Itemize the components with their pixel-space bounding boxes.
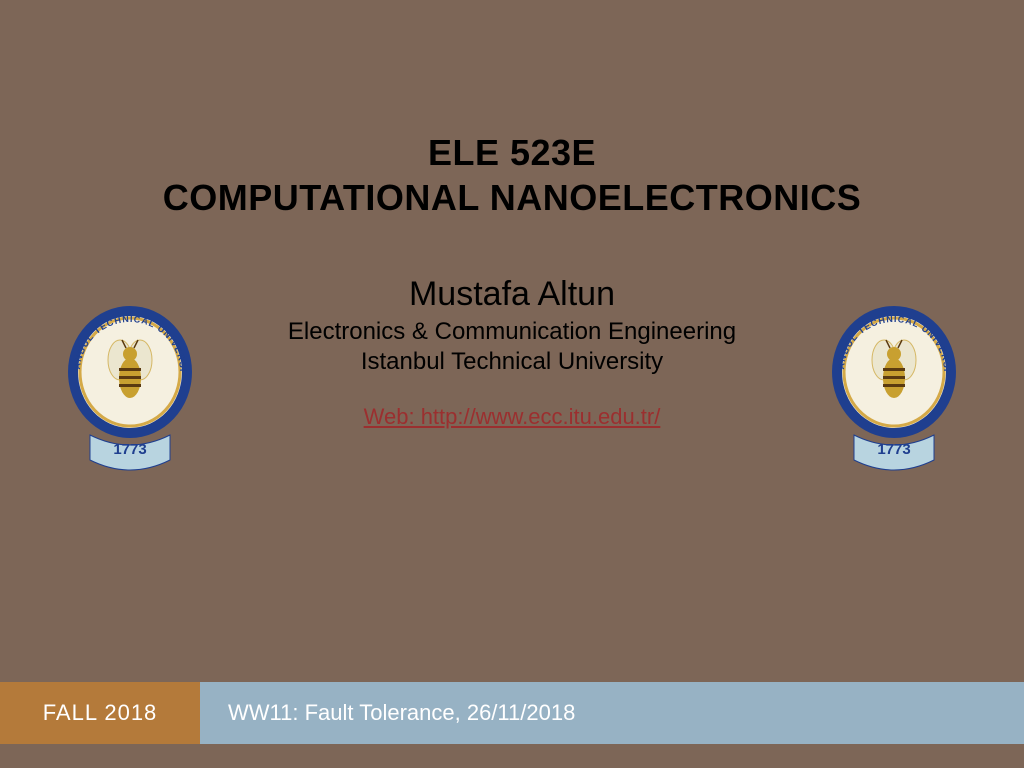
title-line2: COMPUTATIONAL NANOELECTRONICS: [0, 175, 1024, 220]
footer-semester: FALL 2018: [0, 682, 200, 744]
university-seal-right: ISTANBUL TECHNICAL UNIVERSITY 1773: [824, 300, 964, 485]
seal-year: 1773: [113, 441, 146, 458]
course-title: ELE 523E COMPUTATIONAL NANOELECTRONICS: [0, 130, 1024, 220]
footer-topic: WW11: Fault Tolerance, 26/11/2018: [200, 682, 1024, 744]
seal-year: 1773: [877, 441, 910, 458]
title-line1: ELE 523E: [0, 130, 1024, 175]
web-link[interactable]: Web: http://www.ecc.itu.edu.tr/: [364, 404, 661, 430]
slide: ELE 523E COMPUTATIONAL NANOELECTRONICS M…: [0, 0, 1024, 768]
footer-bar: FALL 2018 WW11: Fault Tolerance, 26/11/2…: [0, 682, 1024, 744]
university-seal-left: ISTANBUL TECHNICAL UNIVERSITY 1773: [60, 300, 200, 485]
